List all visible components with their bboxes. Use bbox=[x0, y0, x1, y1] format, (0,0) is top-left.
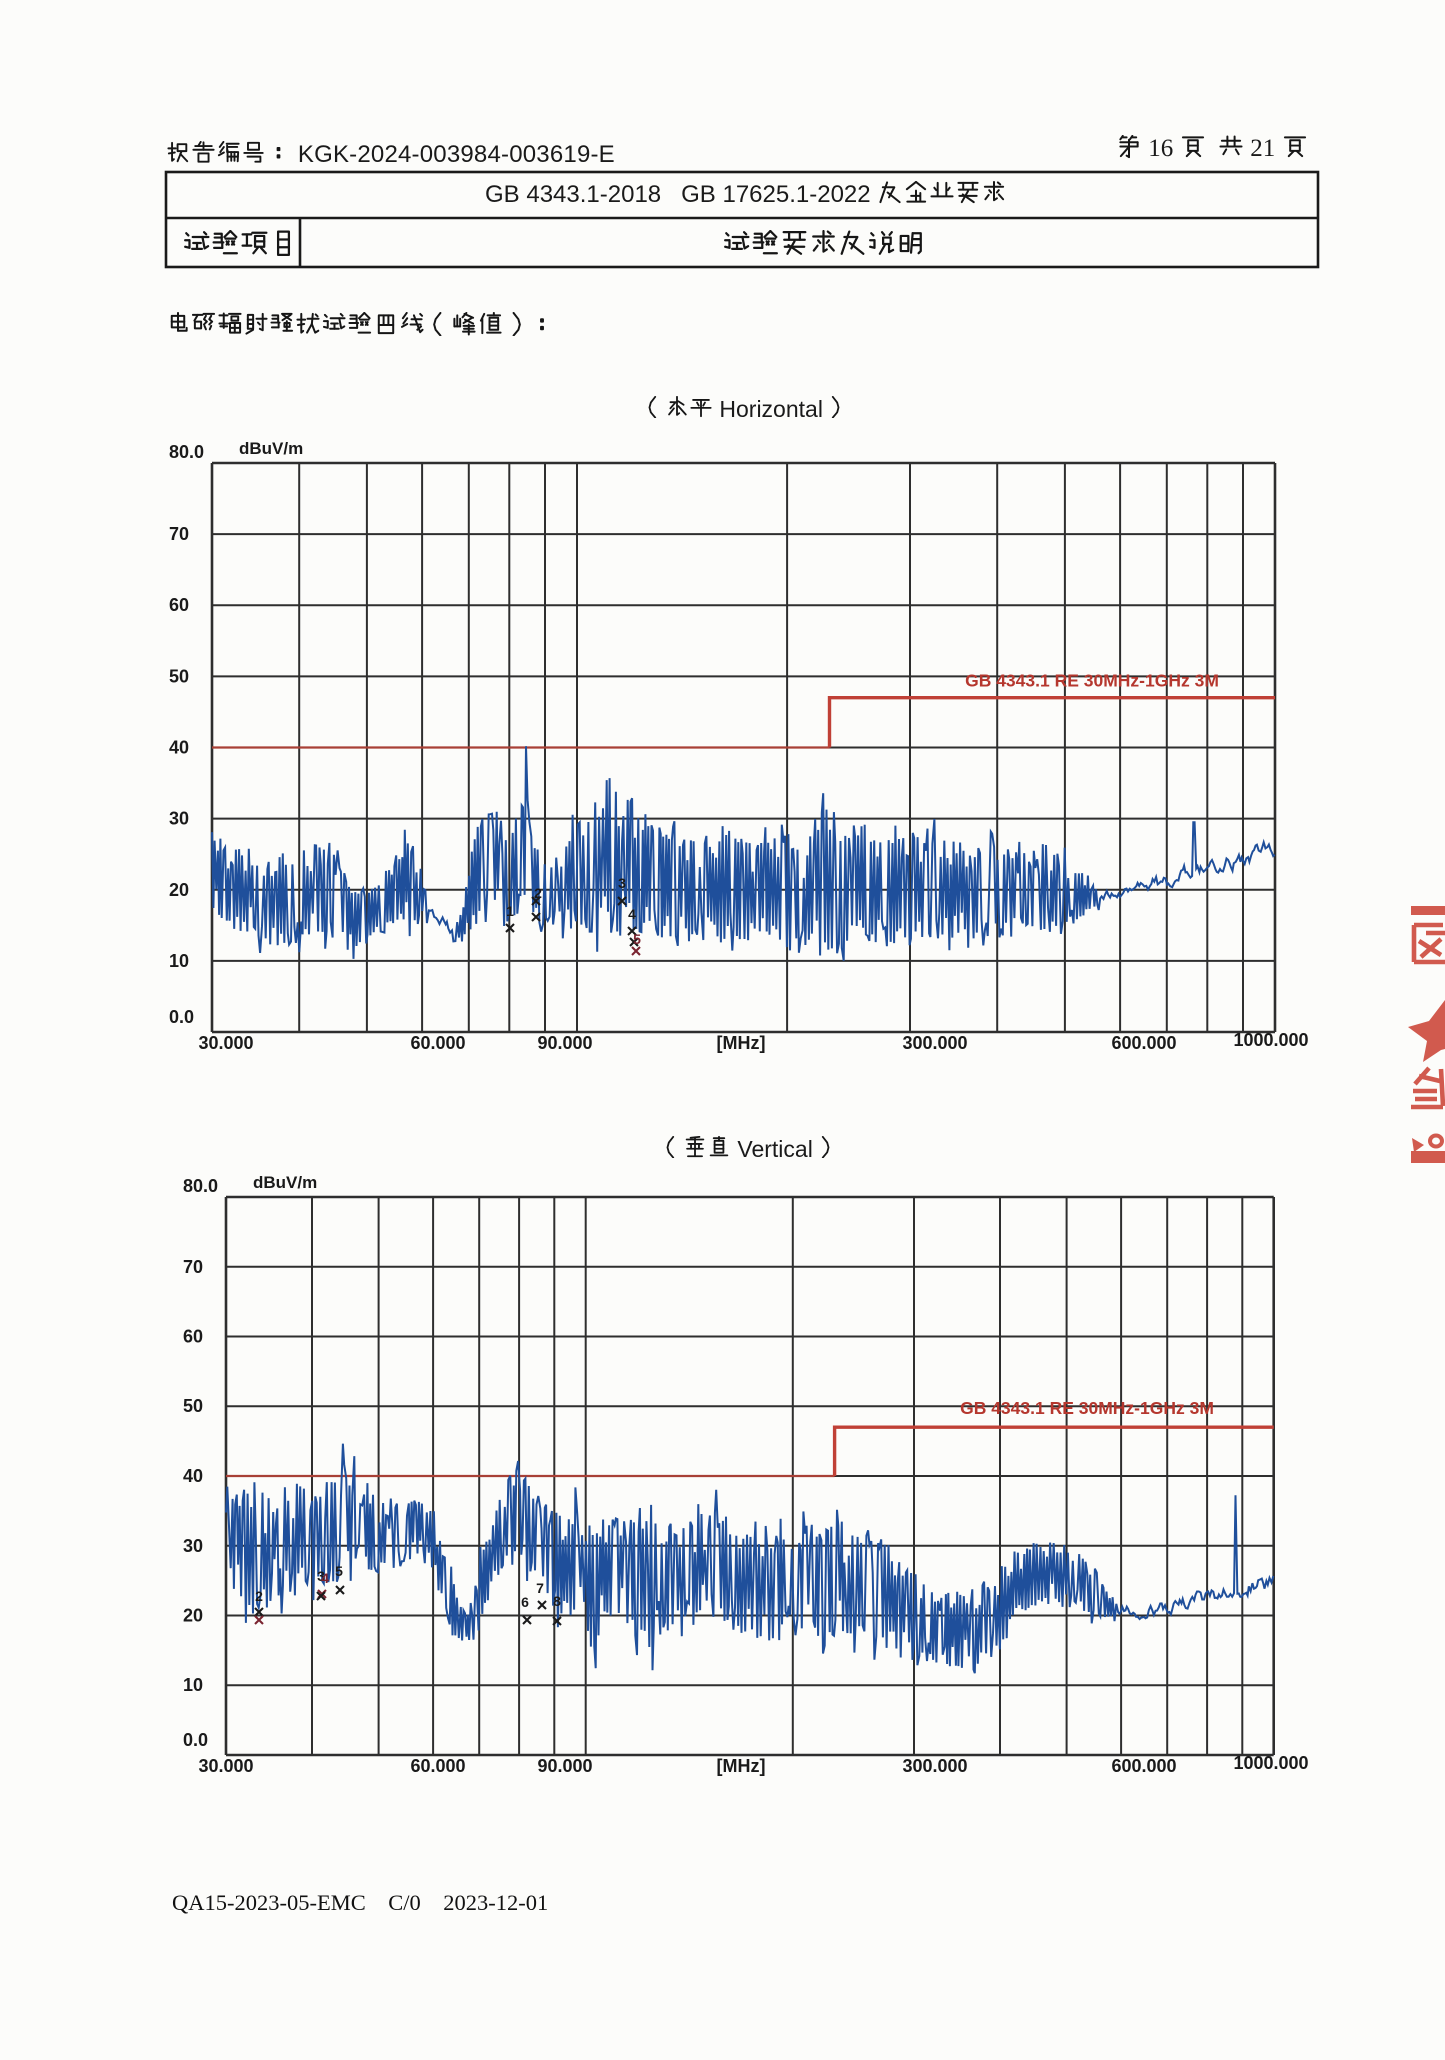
svg-text:300.000: 300.000 bbox=[902, 1033, 967, 1053]
svg-text:600.000: 600.000 bbox=[1111, 1033, 1176, 1053]
svg-text:6: 6 bbox=[521, 1594, 529, 1610]
svg-text:60: 60 bbox=[169, 595, 189, 615]
svg-text:90.000: 90.000 bbox=[537, 1756, 592, 1776]
svg-text:70: 70 bbox=[183, 1257, 203, 1277]
svg-text:600.000: 600.000 bbox=[1111, 1756, 1176, 1776]
svg-text:80.0: 80.0 bbox=[169, 442, 204, 462]
svg-text:dBuV/m: dBuV/m bbox=[239, 439, 303, 458]
svg-text:10: 10 bbox=[183, 1675, 203, 1695]
svg-text:20: 20 bbox=[169, 880, 189, 900]
svg-text:[MHz]: [MHz] bbox=[717, 1033, 766, 1053]
svg-text:[MHz]: [MHz] bbox=[717, 1756, 766, 1776]
svg-text:8: 8 bbox=[553, 1593, 561, 1609]
svg-text:0.0: 0.0 bbox=[183, 1730, 208, 1750]
svg-text:2: 2 bbox=[534, 885, 542, 901]
svg-text:4: 4 bbox=[628, 906, 636, 922]
svg-text:0.0: 0.0 bbox=[169, 1007, 194, 1027]
svg-text:30: 30 bbox=[169, 809, 189, 829]
svg-text:10: 10 bbox=[169, 951, 189, 971]
svg-text:2: 2 bbox=[255, 1588, 263, 1604]
svg-text:60.000: 60.000 bbox=[410, 1033, 465, 1053]
svg-text:30.000: 30.000 bbox=[198, 1033, 253, 1053]
svg-text:60.000: 60.000 bbox=[410, 1756, 465, 1776]
svg-text:70: 70 bbox=[169, 524, 189, 544]
svg-text:1000.000: 1000.000 bbox=[1233, 1030, 1308, 1050]
svg-text:4: 4 bbox=[321, 1570, 329, 1586]
svg-text:40: 40 bbox=[183, 1466, 203, 1486]
svg-text:50: 50 bbox=[169, 666, 189, 686]
svg-text:60: 60 bbox=[183, 1327, 203, 1347]
svg-text:5: 5 bbox=[633, 931, 641, 947]
svg-text:20: 20 bbox=[183, 1606, 203, 1626]
svg-text:3: 3 bbox=[317, 1568, 325, 1584]
svg-text:1: 1 bbox=[506, 903, 514, 919]
svg-text:3: 3 bbox=[618, 875, 626, 891]
svg-text:GB 4343.1 RE 30MHz-1GHz 3M: GB 4343.1 RE 30MHz-1GHz 3M bbox=[960, 1398, 1214, 1418]
svg-text:GB 4343.1 RE 30MHz-1GHz 3M: GB 4343.1 RE 30MHz-1GHz 3M bbox=[965, 671, 1219, 691]
svg-text:dBuV/m: dBuV/m bbox=[253, 1173, 317, 1192]
svg-text:7: 7 bbox=[536, 1580, 544, 1596]
svg-text:5: 5 bbox=[335, 1563, 343, 1579]
svg-text:50: 50 bbox=[183, 1396, 203, 1416]
svg-text:80.0: 80.0 bbox=[183, 1176, 218, 1196]
svg-text:300.000: 300.000 bbox=[902, 1756, 967, 1776]
svg-text:90.000: 90.000 bbox=[537, 1033, 592, 1053]
svg-text:1000.000: 1000.000 bbox=[1233, 1753, 1308, 1773]
svg-text:30: 30 bbox=[183, 1536, 203, 1556]
svg-text:30.000: 30.000 bbox=[198, 1756, 253, 1776]
svg-text:40: 40 bbox=[169, 738, 189, 758]
